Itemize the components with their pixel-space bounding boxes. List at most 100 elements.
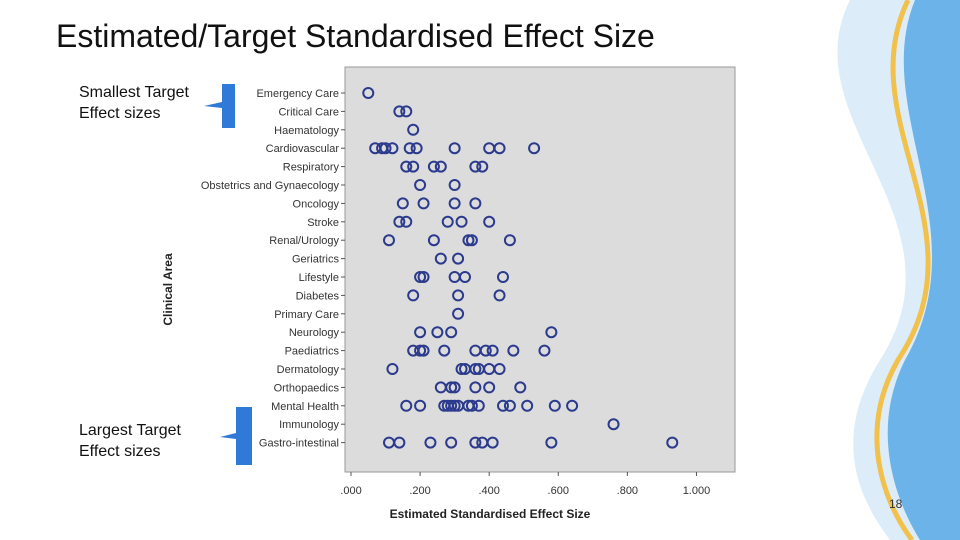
background-wave-decoration xyxy=(837,0,960,540)
x-axis-label: Estimated Standardised Effect Size xyxy=(390,507,591,521)
data-point xyxy=(434,160,447,173)
data-point xyxy=(528,142,541,155)
page-number: 18 xyxy=(889,497,903,511)
largest-effect-note: Largest Target Effect sizes xyxy=(79,420,181,462)
y-axis-label: Clinical Area xyxy=(161,253,175,326)
data-point xyxy=(414,399,427,412)
y-tick-label: Stroke xyxy=(307,217,339,229)
slide-title: Estimated/Target Standardised Effect Siz… xyxy=(56,18,655,54)
smallest-effect-note: Smallest Target Effect sizes xyxy=(79,82,189,124)
y-tick-label: Obstetrics and Gynaecology xyxy=(201,180,340,192)
data-point xyxy=(448,399,461,412)
data-point xyxy=(400,399,413,412)
data-point xyxy=(483,381,496,394)
data-point xyxy=(545,436,558,449)
y-tick-label: Cardiovascular xyxy=(266,143,340,155)
data-point xyxy=(469,381,482,394)
data-point xyxy=(469,363,482,375)
data-point xyxy=(493,142,506,155)
data-point xyxy=(448,142,461,155)
data-point xyxy=(445,326,458,339)
y-tick-label: Critical Care xyxy=(278,106,339,118)
data-point xyxy=(452,307,465,320)
x-tick-label: .800 xyxy=(617,485,638,497)
y-tick-label: Emergency Care xyxy=(256,88,339,100)
data-point xyxy=(417,344,430,357)
data-point xyxy=(414,179,427,191)
y-tick-label: Neurology xyxy=(289,327,340,339)
data-point xyxy=(410,142,423,155)
data-point xyxy=(396,197,409,210)
y-tick-label: Geriatrics xyxy=(292,254,340,266)
data-point xyxy=(445,399,458,412)
callout-bottom-icon xyxy=(220,407,252,465)
data-point xyxy=(400,160,413,173)
data-point xyxy=(538,344,551,357)
y-tick-label: Renal/Urology xyxy=(269,235,339,247)
data-point xyxy=(400,215,413,228)
data-point xyxy=(503,234,516,247)
data-point xyxy=(483,215,496,228)
data-point xyxy=(445,436,458,449)
y-tick-label: Dermatology xyxy=(277,364,340,376)
data-point xyxy=(407,289,420,302)
data-point xyxy=(486,344,499,357)
data-point xyxy=(497,271,509,283)
y-tick-label: Mental Health xyxy=(271,401,339,413)
data-point xyxy=(465,399,478,412)
data-point xyxy=(448,381,461,394)
data-point xyxy=(414,326,427,339)
y-tick-label: Paediatrics xyxy=(285,346,340,358)
data-point xyxy=(379,142,392,155)
data-point xyxy=(493,289,506,302)
x-tick-label: .600 xyxy=(548,485,569,497)
data-point xyxy=(486,436,499,449)
callout-top-icon xyxy=(204,84,235,128)
y-tick-label: Immunology xyxy=(279,419,339,431)
scatter-chart: Clinical Area Estimated Standardised Eff… xyxy=(161,66,736,521)
data-point xyxy=(455,363,468,375)
data-point xyxy=(407,123,420,136)
x-tick-label: .000 xyxy=(340,485,361,497)
data-point xyxy=(462,234,475,247)
data-point xyxy=(427,234,440,247)
y-tick-label: Diabetes xyxy=(296,290,340,302)
data-point xyxy=(386,363,399,375)
x-tick-label: 1.000 xyxy=(683,485,711,497)
data-point xyxy=(417,197,430,210)
y-tick-label: Haematology xyxy=(274,125,339,137)
data-point xyxy=(452,252,465,265)
y-tick-label: Respiratory xyxy=(283,162,340,174)
data-point xyxy=(400,105,413,118)
data-point xyxy=(393,436,406,449)
data-point xyxy=(414,344,427,357)
data-point xyxy=(383,234,395,247)
data-point xyxy=(507,344,520,357)
plot-area xyxy=(344,66,736,473)
data-point xyxy=(545,326,558,339)
data-point xyxy=(514,381,527,394)
data-point xyxy=(414,271,427,283)
x-tick-label: .200 xyxy=(409,485,430,497)
data-point xyxy=(386,142,399,155)
data-point xyxy=(438,344,451,357)
data-point xyxy=(469,160,482,173)
data-point xyxy=(476,160,489,173)
y-tick-label: Primary Care xyxy=(274,309,339,321)
data-point xyxy=(666,436,679,449)
data-point xyxy=(434,252,447,265)
note-top-line2: Effect sizes xyxy=(79,105,161,122)
data-point xyxy=(448,197,461,210)
data-point xyxy=(445,381,458,394)
data-point xyxy=(479,344,492,357)
chart-panel: Clinical Area Estimated Standardised Eff… xyxy=(145,62,743,540)
x-tick-label: .400 xyxy=(478,485,499,497)
data-point xyxy=(455,215,468,228)
data-point xyxy=(362,87,375,99)
data-point xyxy=(427,160,440,173)
data-point xyxy=(465,234,478,247)
y-tick-label: Orthopaedics xyxy=(274,382,340,394)
data-point xyxy=(469,436,482,449)
data-point xyxy=(497,399,509,412)
note-bottom-line2: Effect sizes xyxy=(79,443,161,460)
